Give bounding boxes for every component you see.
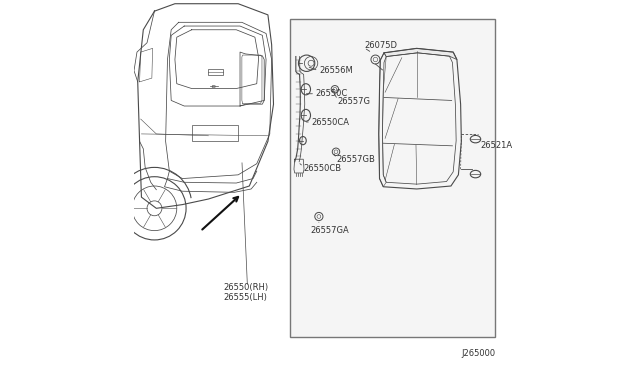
Polygon shape	[384, 48, 457, 60]
Bar	[191, 125, 238, 141]
Text: 26550CB: 26550CB	[303, 164, 342, 173]
Text: J265000: J265000	[461, 349, 495, 358]
Text: 26550CA: 26550CA	[311, 118, 349, 126]
Text: 26557G: 26557G	[338, 97, 371, 106]
Text: 26555(LH): 26555(LH)	[223, 293, 267, 302]
Text: 26557GA: 26557GA	[310, 226, 349, 235]
Bar	[209, 69, 223, 75]
Text: 26075D: 26075D	[364, 41, 397, 50]
Text: 26557GB: 26557GB	[337, 155, 376, 164]
Text: 26550C: 26550C	[316, 89, 348, 98]
Bar	[291, 19, 495, 337]
Text: 26556M: 26556M	[319, 66, 353, 75]
Text: 26521A: 26521A	[480, 141, 512, 150]
Text: 26550(RH): 26550(RH)	[223, 283, 268, 292]
